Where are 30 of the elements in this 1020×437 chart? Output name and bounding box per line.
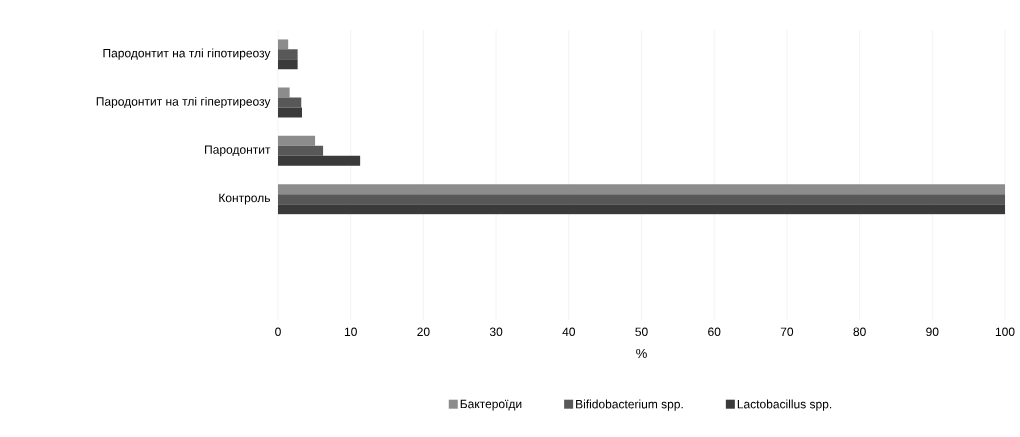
y-tick-label: Пародонтит на тлі гіпотиреозу [103,48,271,60]
bar [278,204,1006,215]
x-tick-label: 70 [780,327,794,337]
x-tick-label: 10 [344,327,357,337]
y-tick-label: Пародонтит на тлі гіпертиреозу [96,96,271,109]
legend-label: Бактероїди [460,399,522,411]
y-tick-label: Контроль [219,193,270,205]
x-tick-label: 50 [635,327,648,337]
bar [278,184,1006,195]
x-tick-label: 100 [995,327,1015,337]
x-tick-label: 30 [489,327,503,337]
bar [278,135,316,146]
bar [278,59,298,70]
bar [278,107,302,118]
x-tick-label: 80 [853,327,866,337]
bar [278,194,1006,205]
x-tick-label: 40 [562,327,576,337]
y-tick-label: Пародонтит [205,145,271,157]
x-tick-label: 90 [926,327,939,337]
bar [278,97,302,108]
x-tick-label: 0 [275,327,281,337]
legend-label: Bifidobacterium spp. [576,399,683,411]
x-axis-title: % [636,348,647,358]
bar [278,49,298,60]
bar [278,145,324,156]
bar [278,155,361,166]
x-tick-label: 60 [708,327,721,337]
x-tick-label: 20 [417,327,430,337]
legend-label: Lactobacillus spp. [737,399,832,411]
bar [278,87,290,98]
